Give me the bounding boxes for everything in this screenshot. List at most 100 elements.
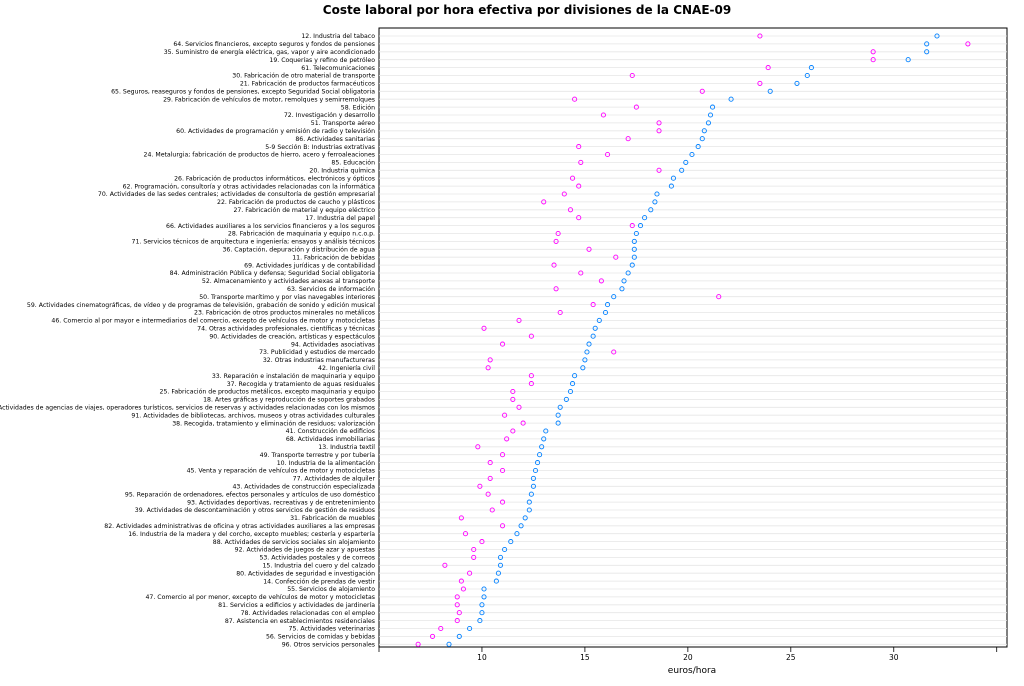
magenta-point (481, 325, 487, 331)
category-label: 11. Fabricación de bebidas (292, 253, 375, 261)
magenta-point (870, 57, 876, 63)
blue-point (707, 112, 714, 118)
category-label: 12. Industria del tabaco (301, 33, 375, 40)
blue-point (602, 309, 609, 316)
magenta-point (656, 167, 662, 173)
magenta-point (499, 523, 506, 529)
blue-point (570, 381, 576, 387)
blue-point (596, 317, 602, 323)
magenta-point (629, 72, 635, 79)
category-label: 88. Actividades de servicios sociales si… (213, 539, 375, 546)
magenta-point (516, 317, 522, 323)
category-label: 62. Programación, consultoría y otras ac… (123, 182, 376, 190)
magenta-point (553, 286, 559, 292)
category-label: 13. Industria textil (318, 444, 375, 451)
blue-point (701, 128, 707, 134)
category-label: 87. Asistencia en establecimientos resid… (225, 618, 375, 625)
plot-frame (378, 27, 1008, 648)
category-label: 63. Servicios de información (287, 285, 375, 293)
blue-point (631, 238, 637, 244)
category-label: 90. Actividades de creación, artísticas … (209, 332, 375, 340)
category-label: 47. Comercio al por menor, excepto de ve… (145, 593, 375, 601)
magenta-point (586, 246, 592, 252)
blue-point (695, 144, 701, 150)
magenta-point (528, 381, 534, 387)
magenta-point (415, 641, 421, 647)
magenta-point (551, 262, 557, 268)
category-label: 46. Comercio al por mayor e intermediari… (51, 317, 375, 325)
category-label: 75. Actividades veterinarias (289, 626, 375, 633)
magenta-point (576, 183, 582, 189)
blue-point (508, 539, 514, 545)
magenta-point (458, 515, 464, 521)
series-magenta-points (415, 33, 971, 647)
magenta-point (477, 483, 483, 489)
magenta-point (757, 33, 763, 39)
category-label: 58. Edición (341, 103, 375, 111)
blue-point (526, 507, 532, 513)
blue-point (728, 96, 734, 102)
blue-point (539, 444, 545, 450)
blue-point (605, 302, 611, 308)
blue-point (592, 325, 598, 331)
category-label: 96. Otros servicios personales (282, 642, 375, 649)
magenta-point (716, 294, 722, 300)
magenta-point (487, 475, 493, 481)
blue-point (534, 460, 541, 466)
category-label: 70. Actividades de las sedes centrales; … (98, 190, 375, 198)
category-label: 74. Otras actividades profesionales, cie… (197, 325, 375, 333)
magenta-point (611, 349, 617, 355)
magenta-point (765, 65, 771, 71)
blue-point (456, 633, 462, 639)
x-tick-label: 30 (889, 653, 899, 662)
blue-point (479, 602, 485, 608)
magenta-point (471, 546, 477, 553)
blue-point (493, 578, 499, 584)
category-label: 53. Actividades postales y de correos (259, 555, 375, 562)
magenta-point (510, 396, 516, 402)
x-tick-label: 25 (786, 653, 796, 662)
blue-point (710, 104, 716, 110)
x-tick-label: 15 (580, 653, 590, 662)
magenta-point (590, 302, 596, 308)
magenta-point (613, 254, 619, 260)
category-label: 42. Ingeniería civil (318, 364, 375, 372)
blue-point (528, 491, 534, 497)
magenta-point (499, 499, 506, 505)
category-label: 22. Fabricación de productos de caucho y… (217, 198, 375, 206)
blue-point (495, 570, 501, 576)
magenta-point (467, 570, 473, 576)
category-label: 69. Actividades jurídicas y de contabili… (244, 261, 375, 269)
category-label: 23. Fabricación de otros productos miner… (194, 309, 375, 317)
magenta-point (578, 270, 584, 276)
magenta-point (578, 159, 584, 165)
magenta-point (576, 215, 582, 221)
blue-point (582, 357, 588, 363)
blue-point (497, 562, 504, 568)
magenta-point (870, 49, 876, 55)
blue-point (699, 136, 705, 142)
blue-point (532, 467, 539, 474)
blue-point (555, 412, 561, 418)
magenta-point (553, 238, 559, 244)
category-label: 15. Industria del cuero y del calzado (263, 563, 376, 570)
magenta-point (429, 633, 436, 639)
category-label: 79. Actividades de agencias de viajes, o… (0, 404, 375, 412)
category-label: 25. Fabricación de productos metálicos, … (160, 388, 376, 396)
category-label: 32. Otras industrias manufactureras (263, 357, 375, 364)
blue-point (479, 610, 485, 616)
magenta-point (541, 199, 547, 205)
magenta-point (555, 230, 561, 237)
x-axis: 10 15 20 25 30 (378, 647, 998, 662)
blue-point (467, 625, 473, 632)
category-label: 65. Seguros, reaseguros y fondos de pens… (111, 89, 375, 96)
blue-point (572, 373, 578, 379)
category-label: 52. Almacenamiento y actividades anexas … (202, 278, 375, 285)
category-label: 72. Investigación y desarrollo (284, 111, 375, 119)
magenta-point (487, 460, 493, 466)
x-axis-label: euros/hora (668, 666, 716, 676)
magenta-point (458, 578, 464, 584)
magenta-point (965, 41, 971, 47)
